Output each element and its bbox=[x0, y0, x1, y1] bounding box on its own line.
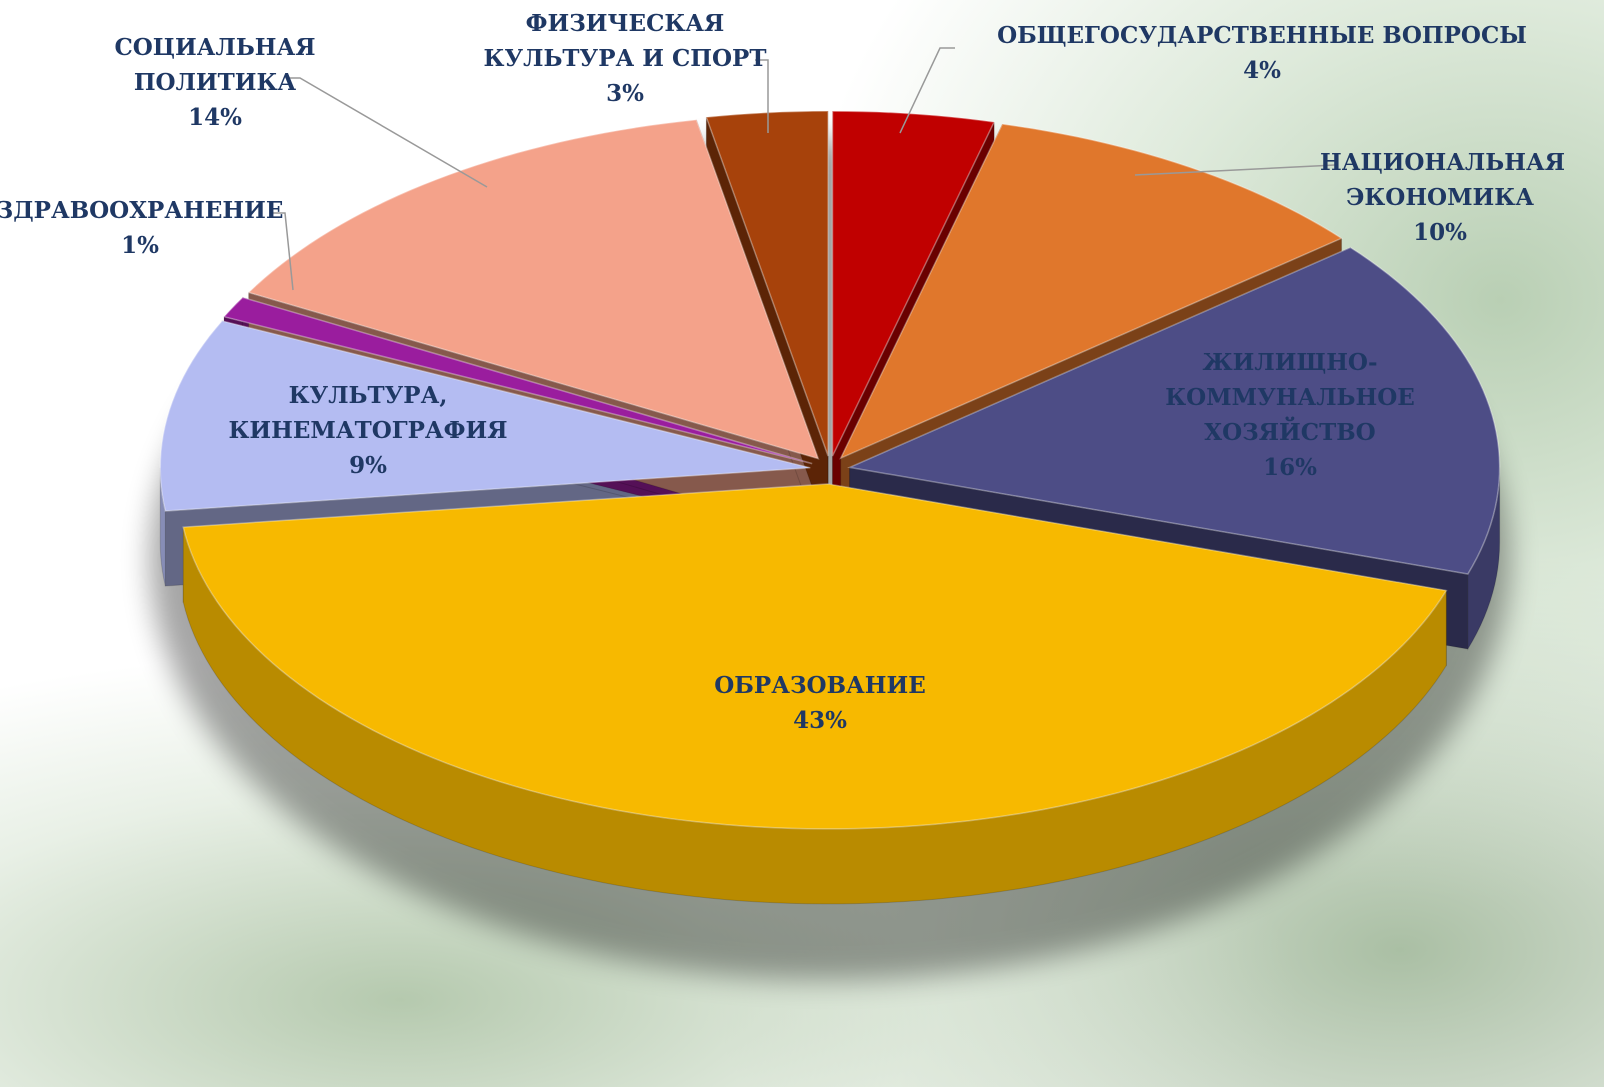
slice-side bbox=[182, 527, 1447, 905]
slice-label: ЖИЛИЩНО-КОММУНАЛЬНОЕ ХОЗЯЙСТВО 16% bbox=[1160, 345, 1420, 485]
slice-label: ОБРАЗОВАНИЕ 43% bbox=[620, 668, 1020, 738]
value-label: 14% bbox=[188, 104, 242, 131]
category-label: ЖИЛИЩНО-КОММУНАЛЬНОЕ ХОЗЯЙСТВО bbox=[1165, 349, 1415, 446]
slice bbox=[831, 110, 996, 457]
leader-line bbox=[899, 47, 955, 134]
leader-line bbox=[272, 212, 294, 291]
leader-lines bbox=[272, 47, 1336, 291]
leader-line bbox=[288, 77, 488, 188]
value-label: 3% bbox=[606, 80, 644, 107]
category-label: СОЦИАЛЬНАЯ ПОЛИТИКА bbox=[114, 34, 316, 96]
slice bbox=[705, 110, 829, 457]
slice-label: ОБЩЕГОСУДАРСТВЕННЫЕ ВОПРОСЫ 4% bbox=[982, 18, 1542, 88]
slice-label: КУЛЬТУРА, КИНЕМАТОГРАФИЯ 9% bbox=[208, 378, 528, 483]
slice bbox=[182, 483, 1448, 830]
slice-label: НАЦИОНАЛЬНАЯ ЭКОНОМИКА 10% bbox=[1320, 145, 1565, 250]
slice bbox=[247, 118, 820, 460]
slice bbox=[159, 320, 811, 512]
value-label: 9% bbox=[349, 452, 387, 479]
category-label: ОБРАЗОВАНИЕ bbox=[714, 672, 926, 699]
slice bbox=[839, 123, 1344, 460]
slices bbox=[159, 110, 1501, 905]
category-label: ОБЩЕГОСУДАРСТВЕННЫЕ ВОПРОСЫ bbox=[997, 22, 1527, 49]
slice-label: ФИЗИЧЕСКАЯ КУЛЬТУРА И СПОРТ 3% bbox=[475, 6, 775, 111]
leader-line bbox=[755, 59, 769, 133]
value-label: 4% bbox=[1243, 57, 1281, 84]
category-label: КУЛЬТУРА, КИНЕМАТОГРАФИЯ bbox=[228, 382, 508, 444]
slice bbox=[222, 296, 813, 465]
value-label: 1% bbox=[121, 232, 159, 259]
slice-label: ЗДРАВООХРАНЕНИЕ 1% bbox=[0, 193, 290, 263]
category-label: НАЦИОНАЛЬНАЯ ЭКОНОМИКА bbox=[1320, 149, 1565, 211]
value-label: 10% bbox=[1413, 219, 1467, 246]
value-label: 16% bbox=[1263, 454, 1317, 481]
slice-label: СОЦИАЛЬНАЯ ПОЛИТИКА 14% bbox=[105, 30, 325, 135]
value-label: 43% bbox=[793, 707, 847, 734]
category-label: ФИЗИЧЕСКАЯ КУЛЬТУРА И СПОРТ bbox=[483, 10, 767, 72]
category-label: ЗДРАВООХРАНЕНИЕ bbox=[0, 197, 284, 224]
slice bbox=[847, 246, 1501, 575]
leader-line bbox=[1134, 164, 1336, 176]
